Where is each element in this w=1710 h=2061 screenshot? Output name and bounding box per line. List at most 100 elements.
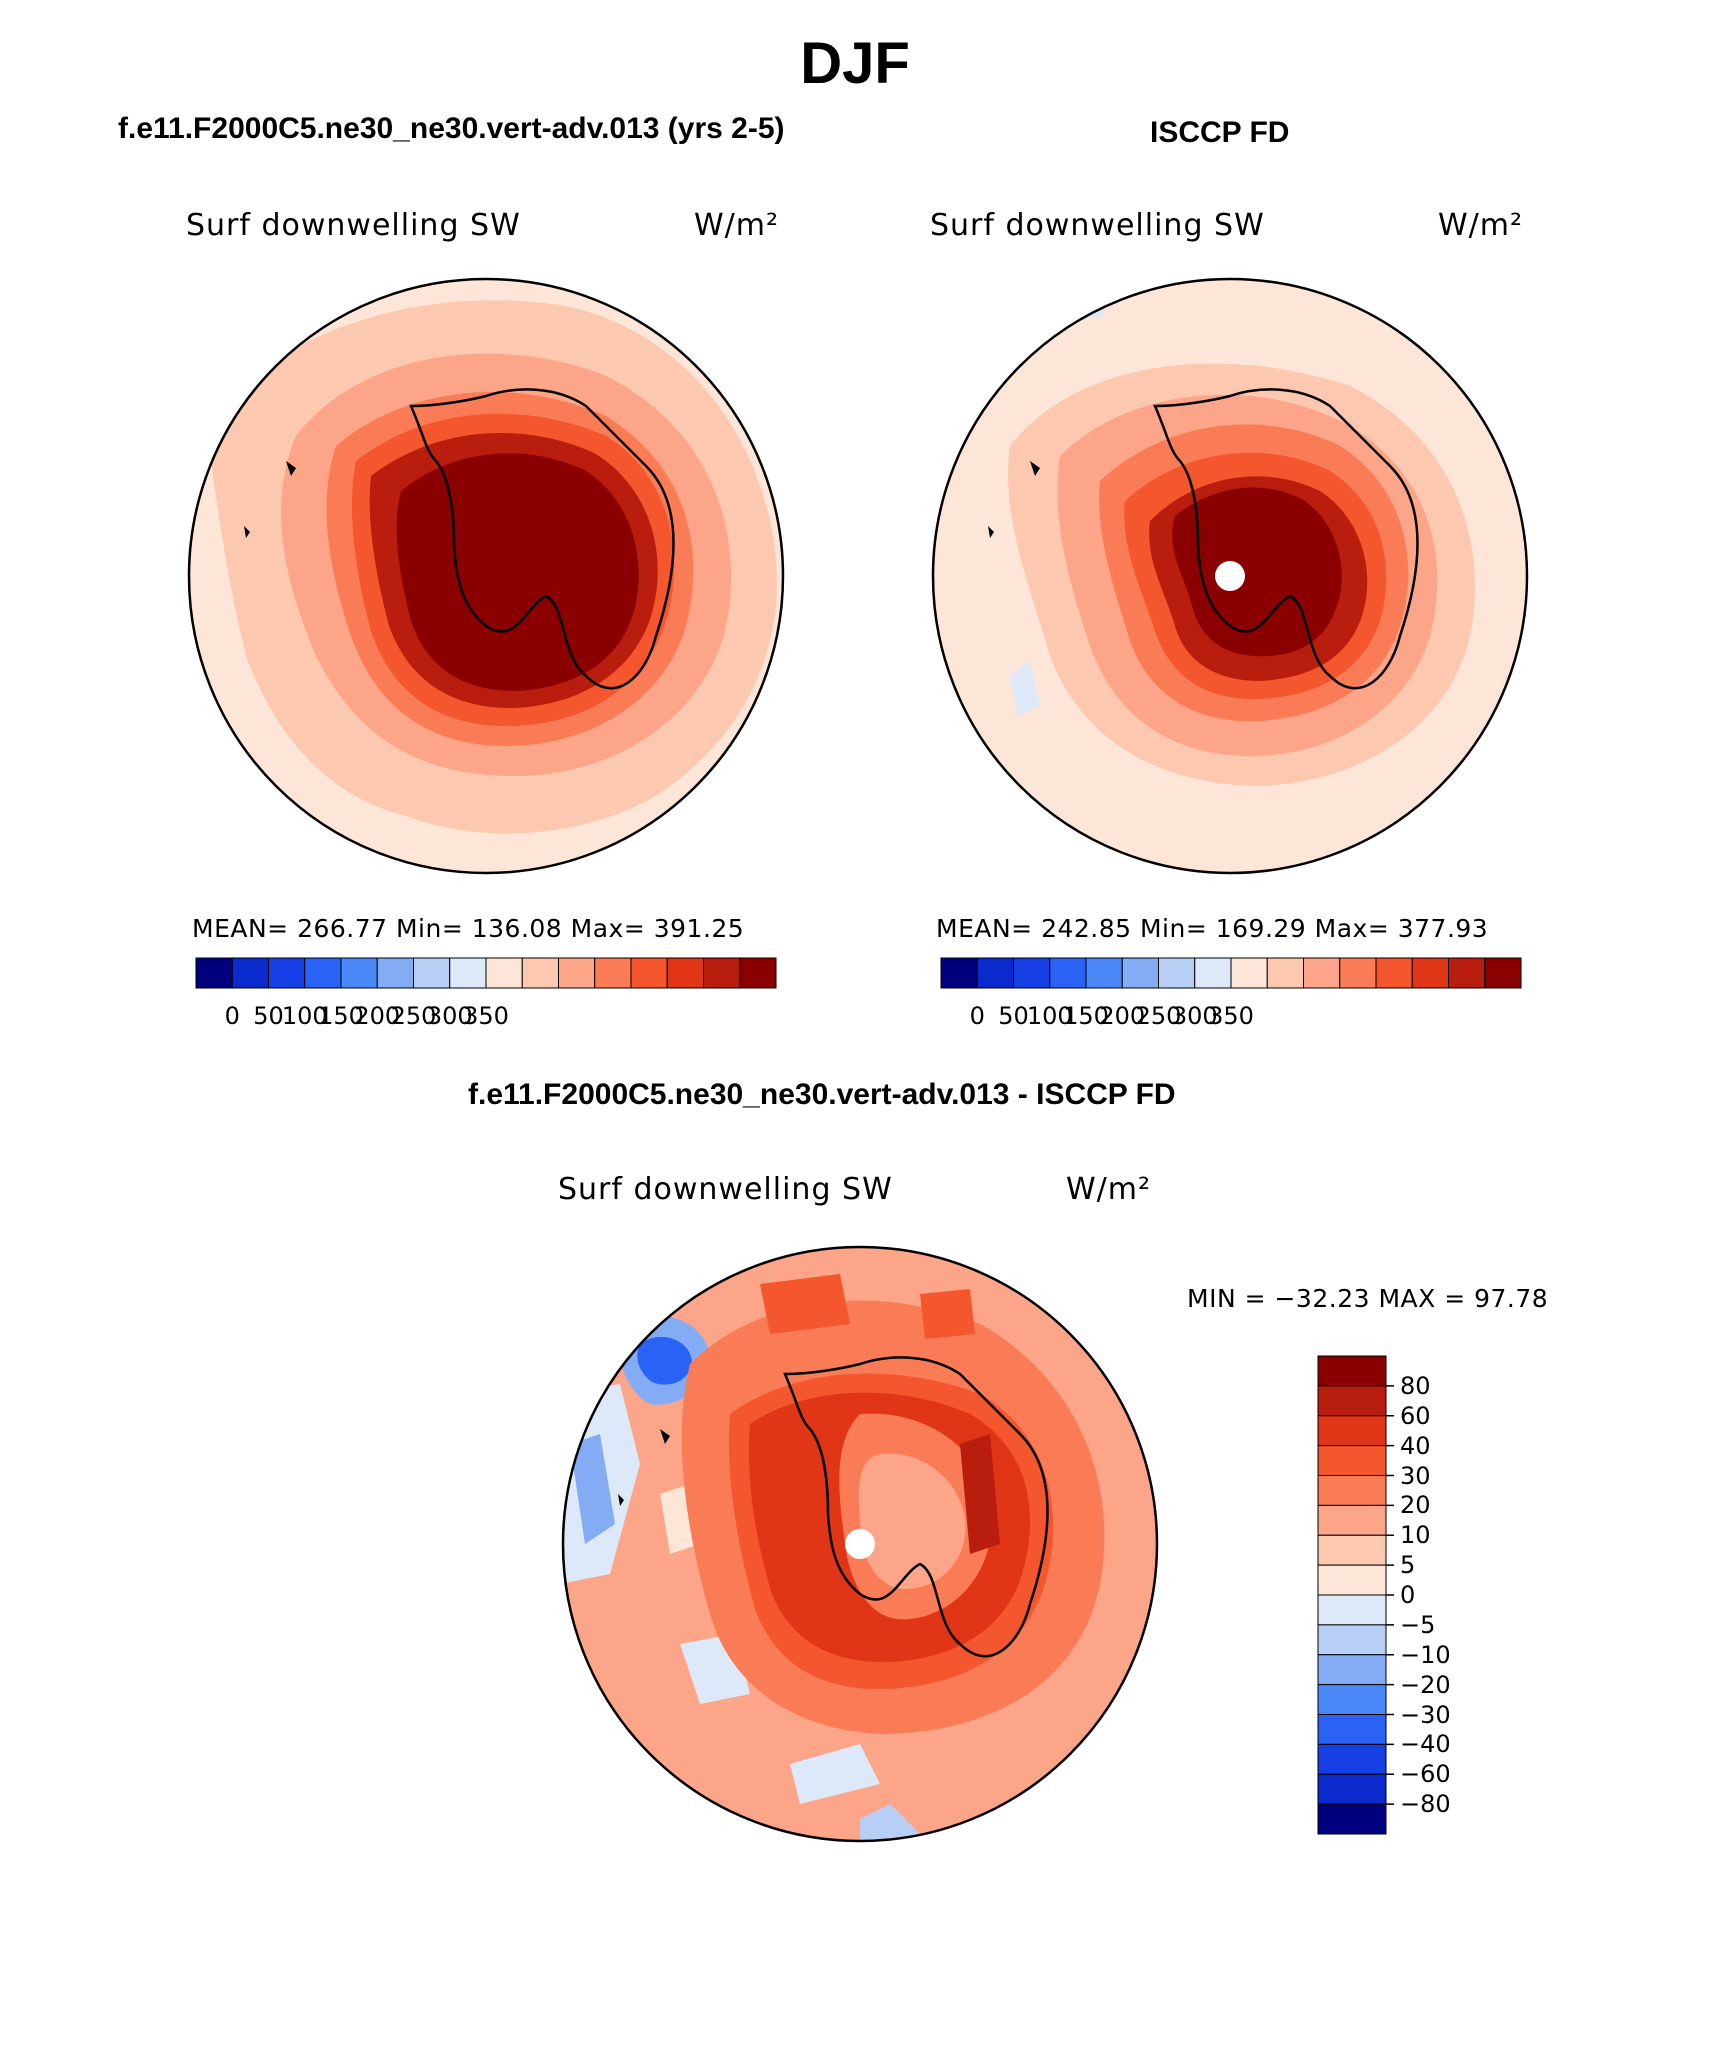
colorbar-tick-label: −5: [1400, 1610, 1436, 1639]
model-field-label: Surf downwelling SW: [186, 208, 521, 243]
colorbar-swatch: [485, 957, 523, 989]
colorbar-swatch: [413, 957, 451, 989]
diff-field-label: Surf downwelling SW: [558, 1172, 893, 1207]
colorbar-swatch: [1158, 957, 1196, 989]
island-marks: [988, 461, 1040, 538]
model-stats: MEAN= 266.77 Min= 136.08 Max= 391.25: [192, 914, 745, 943]
colorbar-swatch: [1230, 957, 1268, 989]
colorbar-swatch: [1317, 1714, 1387, 1745]
obs-panel-title: ISCCP FD: [1150, 116, 1290, 149]
colorbar-tick-label: 0: [1400, 1581, 1416, 1609]
missing-data-pole: [1215, 561, 1245, 591]
colorbar-swatch: [1317, 1415, 1387, 1447]
colorbar-tick-label: 350: [1208, 1002, 1254, 1030]
colorbar-tick-label: 100: [281, 1002, 328, 1030]
colorbar-tick-label: −40: [1400, 1730, 1451, 1759]
colorbar-swatch: [1049, 957, 1087, 989]
negative-patch-south-2: [860, 1804, 920, 1841]
diff-panel-title: f.e11.F2000C5.ne30_ne30.vert-adv.013 - I…: [468, 1078, 1176, 1111]
map-border: [561, 1245, 1159, 1843]
colorbar-tick-label: 80: [1400, 1371, 1431, 1400]
colorbar-swatch: [376, 957, 414, 989]
colorbar-swatch: [1317, 1594, 1387, 1626]
colorbar-tick-label: 40: [1400, 1431, 1431, 1460]
ice-dark-east: [960, 1434, 1000, 1554]
model-units-label: W/m²: [694, 208, 780, 243]
colorbar-swatch: [1303, 957, 1341, 989]
island-marks: [618, 1429, 670, 1506]
colorbar-swatch: [1317, 1624, 1387, 1656]
island-marks: [244, 461, 296, 538]
colorbar-swatch: [1317, 1385, 1387, 1417]
colorbar-swatch: [1013, 957, 1051, 989]
negative-patch-2: [1010, 661, 1040, 716]
colorbar-tick-label: 10: [1400, 1521, 1431, 1550]
colorbar-tick-label: 20: [1400, 1491, 1431, 1520]
colorbar-tick-label: 150: [318, 1002, 364, 1030]
colorbar-tick-label: 60: [1400, 1401, 1431, 1430]
colorbar-tick-label: −80: [1400, 1790, 1451, 1819]
colorbar-swatch: [666, 957, 704, 989]
colorbar-swatch: [630, 957, 668, 989]
colorbar-swatch: [340, 957, 378, 989]
colorbar-tick-label: −60: [1400, 1760, 1451, 1789]
colorbar-swatch: [594, 957, 632, 989]
colorbar-tick-label: 350: [463, 1002, 509, 1030]
colorbar-swatch: [703, 957, 741, 989]
negative-region-west-mid: [570, 1434, 615, 1544]
colorbar-tick-label: −10: [1400, 1640, 1451, 1669]
colorbar-swatch: [1317, 1743, 1387, 1775]
colorbar-swatch: [1266, 957, 1304, 989]
colorbar-swatch: [558, 957, 596, 989]
map-border: [931, 277, 1529, 875]
colorbar-tick-label: 250: [390, 1002, 437, 1030]
missing-data-pole: [845, 1529, 875, 1559]
colorbar-swatch: [1317, 1445, 1387, 1476]
model-polar-map: [187, 277, 785, 875]
colorbar-swatch: [1317, 1654, 1387, 1686]
colorbar-swatch: [1317, 1504, 1387, 1536]
colorbar-tick-label: 300: [426, 1002, 473, 1030]
main-title: DJF: [800, 31, 910, 96]
colorbar-swatch: [304, 957, 342, 989]
diff-stats: MIN = −32.23 MAX = 97.78: [1187, 1284, 1549, 1313]
colorbar-swatch: [231, 957, 269, 989]
colorbar-swatch: [1317, 1773, 1387, 1805]
obs-polar-map: [931, 277, 1529, 875]
colorbar-swatch: [739, 957, 777, 989]
colorbar-swatch: [1085, 957, 1123, 989]
diff-units-label: W/m²: [1066, 1172, 1152, 1207]
map-border: [187, 277, 785, 875]
colorbar-swatch: [521, 957, 559, 989]
obs-stats: MEAN= 242.85 Min= 169.29 Max= 377.93: [936, 914, 1489, 943]
negative-core-nw: [637, 1336, 692, 1385]
colorbar-tick-label: 5: [1400, 1551, 1416, 1580]
colorbar-tick-label: −20: [1400, 1670, 1451, 1699]
obs-units-label: W/m²: [1438, 208, 1524, 243]
colorbar-tick-label: 0: [224, 1002, 240, 1030]
colorbar-tick-label: 200: [354, 1002, 401, 1030]
colorbar-swatch: [1317, 1355, 1387, 1387]
colorbar-tick-label: 0: [969, 1002, 985, 1030]
colorbar-swatch: [1121, 957, 1159, 989]
colorbar-swatch: [940, 957, 978, 989]
colorbar-swatch: [1484, 957, 1522, 989]
antarctic-coastline: [1153, 388, 1419, 690]
colorbar-tick-label: 150: [1063, 1002, 1109, 1030]
interior-light: [858, 1453, 966, 1589]
colorbar-tick-label: 30: [1400, 1461, 1431, 1490]
high-patch-north: [760, 1274, 975, 1339]
colorbar-tick-label: 200: [1099, 1002, 1146, 1030]
antarctic-coastline: [409, 388, 675, 690]
colorbar-swatch: [1194, 957, 1232, 989]
colorbar-swatch: [1317, 1684, 1387, 1715]
colorbar-swatch: [1317, 1564, 1387, 1596]
model-panel-title: f.e11.F2000C5.ne30_ne30.vert-adv.013 (yr…: [118, 112, 785, 145]
antarctic-coastline: [783, 1356, 1049, 1658]
colorbar-swatch: [1317, 1803, 1387, 1835]
colorbar-tick-label: 50: [998, 1002, 1029, 1030]
colorbar-swatch: [1448, 957, 1486, 989]
colorbar-swatch: [268, 957, 306, 989]
colorbar-tick-label: 300: [1171, 1002, 1218, 1030]
colorbar-tick-label: 100: [1026, 1002, 1073, 1030]
